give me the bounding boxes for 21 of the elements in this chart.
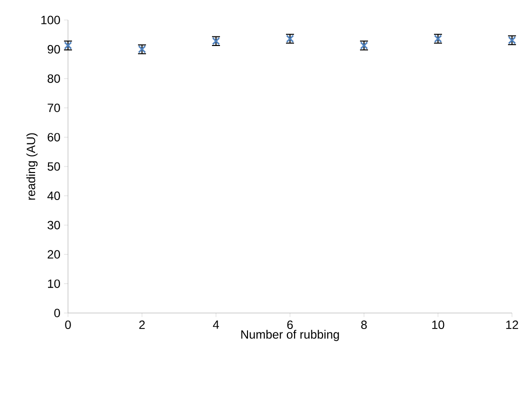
y-tick-label: 20: [48, 250, 60, 259]
x-tick-label: 8: [361, 320, 367, 330]
x-tick-label: 4: [212, 320, 219, 329]
y-tick-label: 50: [48, 162, 60, 171]
x-tick-label: 12: [506, 320, 518, 329]
y-tick-label: 0: [54, 308, 60, 318]
y-tick-label: 60: [48, 132, 60, 142]
y-tick-label: 100: [41, 16, 60, 24]
x-tick-label: 10: [432, 320, 444, 330]
y-tick-label: 30: [48, 220, 60, 230]
point: [64, 42, 72, 50]
y-tick-label: 70: [48, 104, 60, 112]
y-tick-label: 90: [48, 45, 60, 54]
y-axis-title: reading (AU): [26, 133, 38, 200]
x-axis-title: Number of rubbing: [241, 330, 339, 342]
x-tick-label: 6: [287, 320, 293, 330]
y-tick-label: 80: [48, 74, 60, 83]
y-tick-label: 10: [48, 279, 60, 288]
x-tick-label: 0: [65, 320, 71, 330]
x-tick-label: 2: [139, 320, 145, 329]
y-tick-label: 40: [47, 192, 60, 200]
